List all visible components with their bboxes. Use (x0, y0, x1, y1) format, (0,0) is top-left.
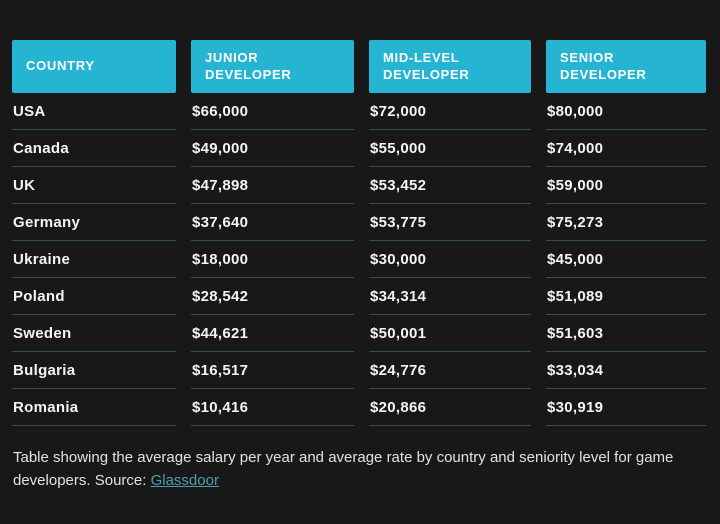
table-row: Romania $10,416 $20,866 $30,919 (0, 389, 720, 426)
salary-cell: $30,919 (546, 389, 706, 426)
country-cell: Poland (12, 278, 176, 315)
salary-cell: $66,000 (191, 93, 354, 130)
column-header-mid-level-developer: MID-LEVEL DEVELOPER (369, 40, 531, 93)
column-header-junior-developer: JUNIOR DEVELOPER (191, 40, 354, 93)
table-caption: Table showing the average salary per yea… (13, 447, 689, 492)
salary-cell: $10,416 (191, 389, 354, 426)
salary-cell: $47,898 (191, 167, 354, 204)
country-cell: Canada (12, 130, 176, 167)
table-header: COUNTRY JUNIOR DEVELOPER MID-LEVEL DEVEL… (0, 0, 720, 93)
salary-cell: $34,314 (369, 278, 531, 315)
salary-cell: $51,089 (546, 278, 706, 315)
salary-cell: $18,000 (191, 241, 354, 278)
column-header-senior-developer: SENIOR DEVELOPER (546, 40, 706, 93)
country-cell: Bulgaria (12, 352, 176, 389)
table-row: Germany $37,640 $53,775 $75,273 (0, 204, 720, 241)
salary-cell: $16,517 (191, 352, 354, 389)
salary-cell: $59,000 (546, 167, 706, 204)
salary-cell: $53,775 (369, 204, 531, 241)
column-header-country: COUNTRY (12, 40, 176, 93)
salary-cell: $72,000 (369, 93, 531, 130)
caption-text: Table showing the average salary per yea… (13, 449, 674, 489)
salary-cell: $37,640 (191, 204, 354, 241)
table-row: Ukraine $18,000 $30,000 $45,000 (0, 241, 720, 278)
country-cell: Romania (12, 389, 176, 426)
salary-cell: $28,542 (191, 278, 354, 315)
salary-cell: $30,000 (369, 241, 531, 278)
table-row: UK $47,898 $53,452 $59,000 (0, 167, 720, 204)
salary-cell: $33,034 (546, 352, 706, 389)
table-row: Sweden $44,621 $50,001 $51,603 (0, 315, 720, 352)
salary-cell: $49,000 (191, 130, 354, 167)
salary-cell: $24,776 (369, 352, 531, 389)
country-cell: Sweden (12, 315, 176, 352)
salary-cell: $55,000 (369, 130, 531, 167)
table-body: USA $66,000 $72,000 $80,000 Canada $49,000 $55… (0, 93, 720, 426)
country-cell: Ukraine (12, 241, 176, 278)
salary-cell: $80,000 (546, 93, 706, 130)
salary-cell: $44,621 (191, 315, 354, 352)
table-row: Bulgaria $16,517 $24,776 $33,034 (0, 352, 720, 389)
salary-cell: $51,603 (546, 315, 706, 352)
country-cell: UK (12, 167, 176, 204)
salary-cell: $20,866 (369, 389, 531, 426)
country-cell: Germany (12, 204, 176, 241)
table-row: Poland $28,542 $34,314 $51,089 (0, 278, 720, 315)
table-row: USA $66,000 $72,000 $80,000 (0, 93, 720, 130)
salary-cell: $74,000 (546, 130, 706, 167)
table-row: Canada $49,000 $55,000 $74,000 (0, 130, 720, 167)
salary-cell: $53,452 (369, 167, 531, 204)
glassdoor-link[interactable]: Glassdoor (150, 471, 219, 489)
salary-cell: $45,000 (546, 241, 706, 278)
country-cell: USA (12, 93, 176, 130)
salary-cell: $50,001 (369, 315, 531, 352)
salary-cell: $75,273 (546, 204, 706, 241)
